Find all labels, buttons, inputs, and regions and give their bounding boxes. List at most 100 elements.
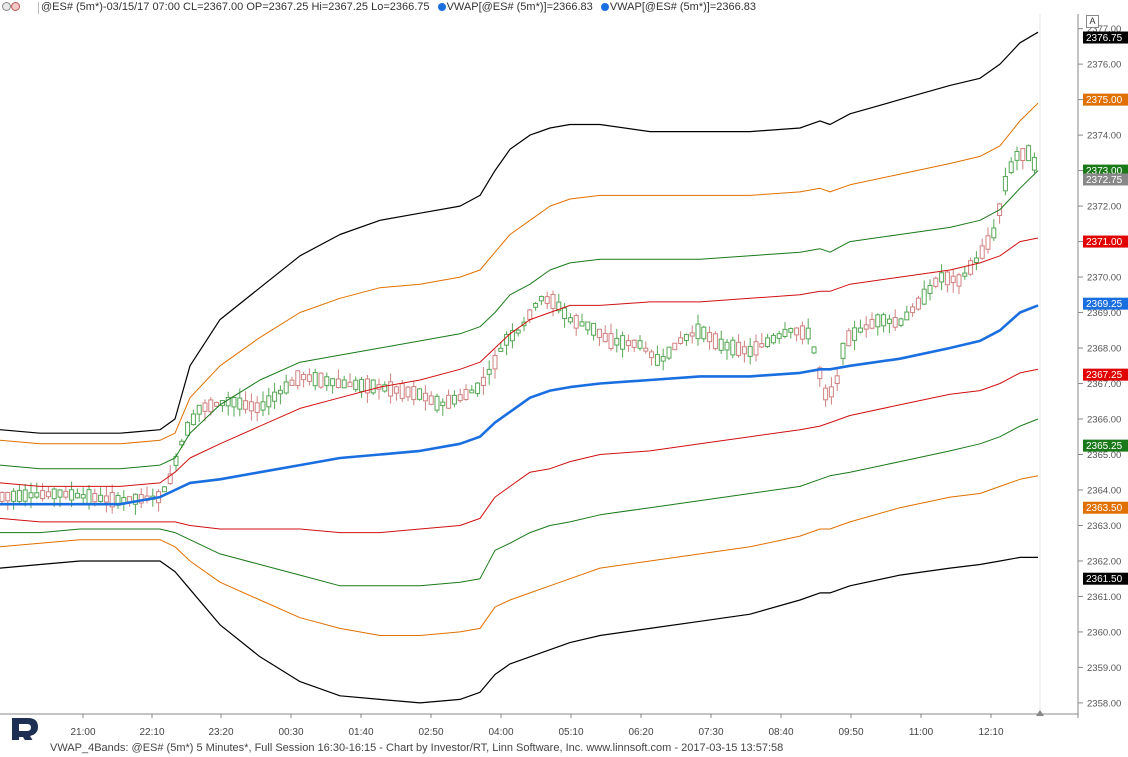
y-tick-label: 2370.00 xyxy=(1087,273,1121,284)
candle-body xyxy=(614,337,620,346)
price-tag-background xyxy=(1083,297,1128,310)
candle xyxy=(167,464,173,486)
candle xyxy=(573,313,579,336)
price-tag: 2363.50 xyxy=(1083,501,1128,514)
candle-body xyxy=(243,400,249,410)
candle xyxy=(625,334,631,352)
candle-body xyxy=(666,346,672,359)
candle-body xyxy=(457,394,463,402)
candle xyxy=(1020,148,1026,170)
candle xyxy=(69,481,75,508)
candle xyxy=(672,342,678,351)
candle xyxy=(921,280,927,305)
divider xyxy=(38,2,39,14)
y-tick-label: 2372.00 xyxy=(1087,202,1121,213)
candle xyxy=(301,372,307,388)
candle-body xyxy=(208,399,214,413)
candle-body xyxy=(359,378,365,392)
candle-body xyxy=(167,473,173,484)
x-tick-label: 21:00 xyxy=(70,727,95,738)
scroll-arrow-icon[interactable] xyxy=(1036,710,1044,716)
candle-body xyxy=(324,376,330,387)
candle-body xyxy=(730,339,736,356)
candle xyxy=(225,391,231,416)
y-tick-label: 2359.00 xyxy=(1087,663,1121,674)
candle-body xyxy=(515,329,521,334)
candle-body xyxy=(782,328,788,337)
candle xyxy=(614,328,620,353)
candle-body xyxy=(451,394,457,405)
price-tag-label: 2361.50 xyxy=(1086,574,1123,585)
vwap-color-icon xyxy=(437,3,446,11)
price-tag-label: 2372.75 xyxy=(1086,175,1123,186)
candle-body xyxy=(57,489,63,498)
candle xyxy=(567,313,573,325)
candle-body xyxy=(92,492,98,503)
candle xyxy=(840,342,846,366)
candle xyxy=(718,330,724,355)
candle xyxy=(434,393,440,413)
y-tick-label: 2377.00 xyxy=(1087,24,1121,35)
candle xyxy=(538,295,544,306)
candle xyxy=(80,487,86,505)
candle xyxy=(654,345,660,367)
candle xyxy=(109,484,115,514)
candle-body xyxy=(214,402,220,407)
candle xyxy=(846,327,852,347)
price-chart[interactable]: 2358.00 2359.00 2360.00 2361.00 2362.00 2363.… xyxy=(0,14,1128,742)
candle-body xyxy=(399,383,405,399)
candle xyxy=(701,325,707,343)
candle-body xyxy=(74,492,80,499)
y-tick-label: 2360.00 xyxy=(1087,627,1121,638)
candle-body xyxy=(364,378,370,394)
candle xyxy=(0,491,5,505)
candle-body xyxy=(1026,145,1032,162)
candle-body xyxy=(683,334,689,342)
candle-body xyxy=(759,343,765,348)
candle-body xyxy=(840,342,846,359)
candle xyxy=(34,482,40,500)
restore-icon[interactable] xyxy=(2,2,11,11)
candle-body xyxy=(446,394,452,409)
price-tag-background xyxy=(1083,439,1128,452)
candle xyxy=(417,387,423,401)
x-tick-label: 01:40 xyxy=(348,727,373,738)
candle xyxy=(666,346,672,361)
candle xyxy=(643,341,649,354)
candle-body xyxy=(921,288,927,305)
candle-body xyxy=(469,389,475,394)
price-tag: 2361.50 xyxy=(1083,572,1128,585)
candle-body xyxy=(567,317,573,323)
price-tag-background xyxy=(1083,235,1128,248)
window-controls xyxy=(2,2,42,14)
candle xyxy=(794,327,800,342)
candle-body xyxy=(335,378,341,388)
autoscale-button[interactable]: A xyxy=(1086,15,1099,28)
candle-body xyxy=(805,327,811,340)
candle-body xyxy=(301,373,307,381)
candle-body xyxy=(28,492,34,499)
candle xyxy=(823,384,829,407)
candle xyxy=(753,334,759,362)
candle xyxy=(492,349,498,379)
candle-body xyxy=(718,338,724,351)
candle-body xyxy=(962,272,968,277)
candle-body xyxy=(417,388,423,400)
candle xyxy=(805,318,811,345)
series-line-lower1 xyxy=(0,368,1039,534)
candle xyxy=(132,493,138,515)
candle xyxy=(243,391,249,414)
series-line-lower2 xyxy=(0,418,1039,587)
candle-body xyxy=(527,309,533,320)
price-tag-label: 2369.25 xyxy=(1086,299,1123,310)
candle xyxy=(428,391,434,406)
candle xyxy=(556,293,562,314)
candle-body xyxy=(538,296,544,302)
close-icon[interactable] xyxy=(11,2,20,11)
candle xyxy=(933,276,939,289)
candle-body xyxy=(51,488,57,500)
time-axis[interactable]: 21:00 22:10 23:20 00:30 01:40 02:50 04:00 05:10… xyxy=(0,713,1078,738)
candle-body xyxy=(353,379,359,391)
candle-body xyxy=(956,274,962,287)
price-tag: 2372.75 xyxy=(1083,173,1128,186)
